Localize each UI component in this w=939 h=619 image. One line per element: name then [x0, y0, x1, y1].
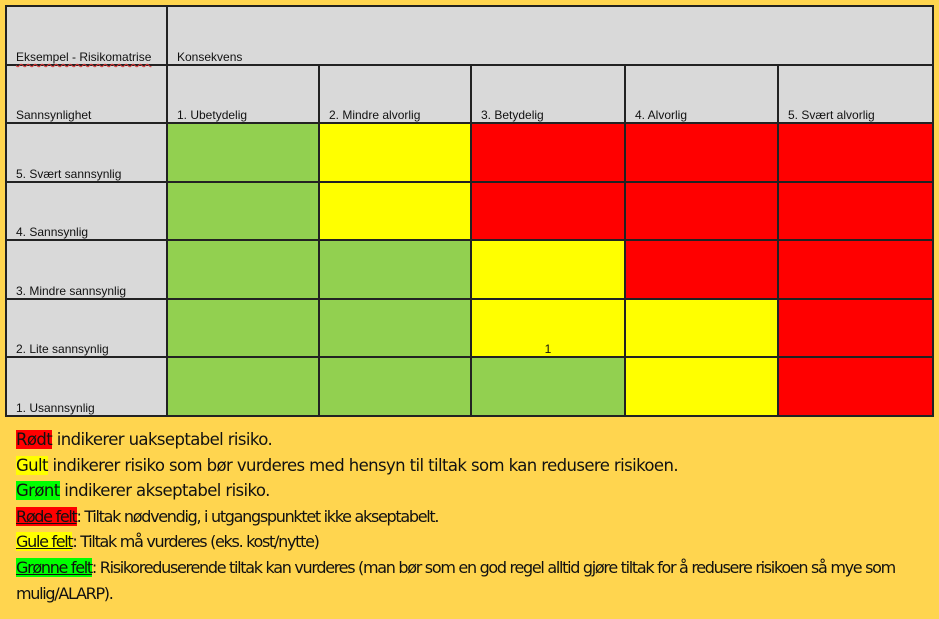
legend-text: : Risikoreduserende tiltak kan vurderes … — [16, 557, 896, 603]
risk-cell-green — [318, 356, 472, 417]
risk-cell-yellow — [318, 122, 472, 183]
probability-header: Sannsynlighet — [16, 108, 92, 122]
risk-cell-red — [470, 122, 626, 183]
consequence-column-5: 5. Svært alvorlig — [776, 64, 935, 124]
consequence-label: 5. Svært alvorlig — [788, 108, 875, 122]
risk-cell-red — [470, 180, 626, 241]
risk-cell-green — [166, 122, 320, 183]
risk-cell-green — [166, 180, 320, 241]
risk-cell-green — [318, 239, 472, 300]
consequence-header-cell: Konsekvens — [165, 5, 935, 66]
probability-label-cell: 2. Lite sannsynlig — [5, 297, 168, 358]
probability-label-cell: 4. Sannsynlig — [5, 180, 168, 241]
legend-text: indikerer risiko som bør vurderes med he… — [47, 455, 679, 475]
legend-line: Gult indikerer risiko som bør vurderes m… — [16, 453, 916, 479]
legend-tag-green: Grønne felt — [16, 557, 93, 577]
legend-tag-red: Rødt — [16, 430, 53, 449]
legend-text: indikerer uakseptabel risiko. — [52, 430, 273, 449]
risk-cell-red — [776, 297, 935, 358]
probability-row: 4. Sannsynlig — [5, 180, 935, 241]
consequence-label: 2. Mindre alvorlig — [329, 108, 421, 122]
probability-label: 3. Mindre sannsynlig — [16, 283, 127, 298]
risk-cell-yellow — [624, 297, 779, 358]
consequence-label: 4. Alvorlig — [635, 108, 688, 122]
legend-tag-green: Grønt — [16, 481, 60, 501]
consequence-column-3: 3. Betydelig — [470, 64, 626, 124]
legend-line: Grønne felt: Risikoreduserende tiltak ka… — [16, 555, 916, 606]
probability-label: 2. Lite sannsynlig — [16, 342, 109, 356]
probability-label: 5. Svært sannsynlig — [16, 166, 122, 181]
matrix-title: Eksempel - Risikomatrise — [16, 50, 152, 64]
consequence-column-1: 1. Ubetydelig — [166, 64, 320, 124]
risk-cell-yellow — [624, 356, 779, 417]
legend-line: Grønt indikerer akseptabel risiko. — [16, 478, 916, 504]
risk-cell-green — [166, 356, 320, 417]
legend-text: indikerer akseptabel risiko. — [59, 481, 270, 501]
legend-text: : Tiltak må vurderes (eks. kost/nytte) — [72, 532, 319, 552]
consequence-column-4: 4. Alvorlig — [624, 64, 779, 124]
legend-tag-yellow: Gult — [16, 455, 49, 475]
legend-line: Røde felt: Tiltak nødvendig, i utgangspu… — [16, 504, 916, 530]
probability-header-cell: Sannsynlighet — [5, 64, 168, 124]
consequence-label: 3. Betydelig — [481, 108, 544, 122]
probability-row: 2. Lite sannsynlig 1 — [5, 297, 935, 358]
risk-cell-yellow: 1 — [470, 297, 626, 358]
risk-cell-green — [470, 356, 626, 417]
legend-tag-red: Røde felt — [16, 506, 78, 526]
risk-cell-yellow — [318, 180, 472, 241]
risk-cell-red — [624, 180, 779, 241]
legend-text: : Tiltak nødvendig, i utgangspunktet ikk… — [76, 506, 440, 526]
probability-label: 4. Sannsynlig — [16, 225, 89, 239]
probability-row: 3. Mindre sannsynlig — [5, 239, 935, 300]
risk-cell-red — [776, 356, 935, 417]
probability-label-cell: 1. Usannsynlig — [5, 356, 168, 417]
risk-matrix-table: Eksempel - Risikomatrise Konsekvens Sann… — [5, 5, 935, 417]
legend-tag-yellow: Gule felt — [16, 532, 74, 552]
probability-label-cell: 3. Mindre sannsynlig — [5, 239, 168, 300]
legend-line: Gule felt: Tiltak må vurderes (eks. kost… — [16, 529, 916, 555]
risk-cell-red — [776, 180, 935, 241]
risk-cell-value: 1 — [544, 342, 552, 356]
consequence-label: 1. Ubetydelig — [177, 108, 248, 122]
probability-label: 1. Usannsynlig — [16, 400, 95, 415]
risk-legend: Rødt indikerer uakseptabel risiko. Gult i… — [16, 427, 916, 606]
consequence-header: Konsekvens — [177, 50, 243, 64]
probability-label-cell: 5. Svært sannsynlig — [5, 122, 168, 183]
risk-cell-red — [624, 122, 779, 183]
risk-cell-green — [318, 297, 472, 358]
legend-line: Rødt indikerer uakseptabel risiko. — [16, 427, 916, 453]
risk-cell-red — [624, 239, 779, 300]
risk-cell-green — [166, 297, 320, 358]
consequence-column-2: 2. Mindre alvorlig — [318, 64, 472, 124]
probability-row: 1. Usannsynlig — [5, 356, 935, 417]
probability-row: 5. Svært sannsynlig — [5, 122, 935, 183]
risk-cell-red — [776, 122, 935, 183]
risk-cell-yellow — [470, 239, 626, 300]
matrix-title-cell: Eksempel - Risikomatrise — [5, 5, 168, 66]
risk-cell-red — [776, 239, 935, 300]
risk-cell-green — [166, 239, 320, 300]
